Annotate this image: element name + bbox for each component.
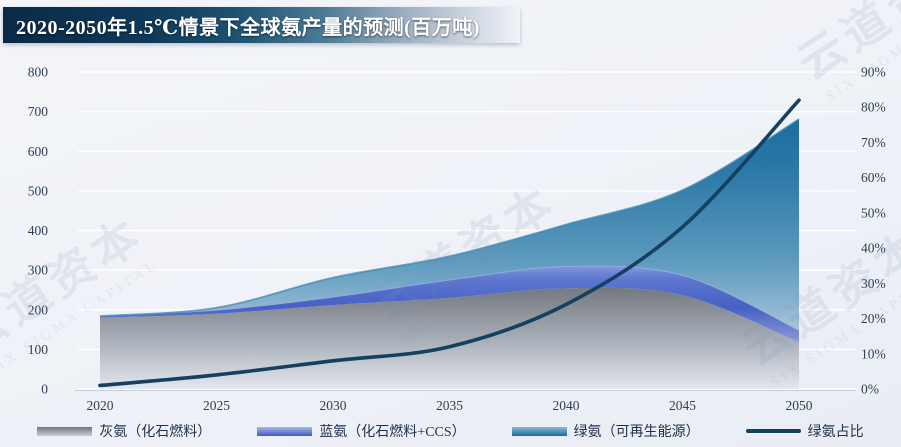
legend-item-green-share: 绿氨占比 — [745, 421, 864, 441]
svg-text:20%: 20% — [861, 311, 886, 326]
legend-item-gray-ammonia: 灰氨（化石燃料） — [37, 421, 211, 441]
svg-text:40%: 40% — [861, 241, 886, 256]
svg-text:30%: 30% — [861, 276, 886, 291]
svg-text:50%: 50% — [861, 205, 886, 220]
chart-legend: 灰氨（化石燃料） 蓝氨（化石燃料+CCS） 绿氨（可再生能源） 绿氨占比 — [0, 420, 901, 442]
svg-text:80%: 80% — [861, 100, 886, 115]
svg-text:2040: 2040 — [553, 398, 580, 413]
gray-area-swatch-icon — [37, 426, 93, 436]
green-share-line — [98, 98, 801, 388]
svg-text:800: 800 — [28, 65, 49, 80]
svg-text:2035: 2035 — [436, 398, 463, 413]
svg-text:500: 500 — [28, 183, 49, 198]
area-green-ammonia — [100, 119, 799, 331]
chart-title: 2020-2050年1.5℃情景下全球氨产量的预测(百万吨) — [16, 16, 480, 39]
left-axis-labels: 0 100 200 300 400 500 600 700 800 — [28, 65, 49, 397]
right-axis-labels: 0% 10% 20% 30% 40% 50% 60% 70% 80% 90% — [861, 65, 886, 397]
svg-text:2030: 2030 — [320, 398, 347, 413]
svg-text:2025: 2025 — [203, 398, 230, 413]
legend-label: 蓝氨（化石燃料+CCS） — [319, 425, 466, 440]
chart-title-bar: 2020-2050年1.5℃情景下全球氨产量的预测(百万吨) — [3, 7, 520, 43]
green-area-top-edge — [99, 118, 800, 317]
svg-text:0%: 0% — [861, 382, 879, 397]
teal-area-swatch-icon — [511, 426, 567, 436]
svg-text:200: 200 — [28, 302, 49, 317]
navy-line-swatch-icon — [745, 429, 801, 433]
legend-label: 绿氨占比 — [807, 425, 864, 440]
svg-text:400: 400 — [28, 223, 49, 238]
svg-text:2020: 2020 — [87, 398, 114, 413]
legend-item-green-ammonia: 绿氨（可再生能源） — [511, 421, 700, 441]
svg-text:2045: 2045 — [669, 398, 696, 413]
legend-item-blue-ammonia: 蓝氨（化石燃料+CCS） — [257, 421, 466, 441]
svg-text:90%: 90% — [861, 65, 886, 80]
area-blue-ammonia — [100, 266, 799, 343]
area-gray-ammonia — [100, 287, 799, 389]
legend-label: 灰氨（化石燃料） — [99, 425, 212, 440]
svg-text:70%: 70% — [861, 135, 886, 150]
svg-text:600: 600 — [28, 144, 49, 159]
svg-text:60%: 60% — [861, 170, 886, 185]
svg-text:0: 0 — [41, 382, 48, 397]
svg-text:10%: 10% — [861, 346, 886, 361]
x-axis-labels: 2020 2025 2030 2035 2040 2045 2050 — [87, 398, 813, 413]
svg-text:100: 100 — [28, 342, 49, 357]
legend-label: 绿氨（可再生能源） — [573, 425, 700, 440]
svg-text:300: 300 — [28, 263, 49, 278]
blue-area-swatch-icon — [257, 426, 313, 436]
svg-text:2050: 2050 — [786, 398, 813, 413]
svg-text:700: 700 — [28, 104, 49, 119]
blue-area-top-edge — [99, 265, 800, 331]
